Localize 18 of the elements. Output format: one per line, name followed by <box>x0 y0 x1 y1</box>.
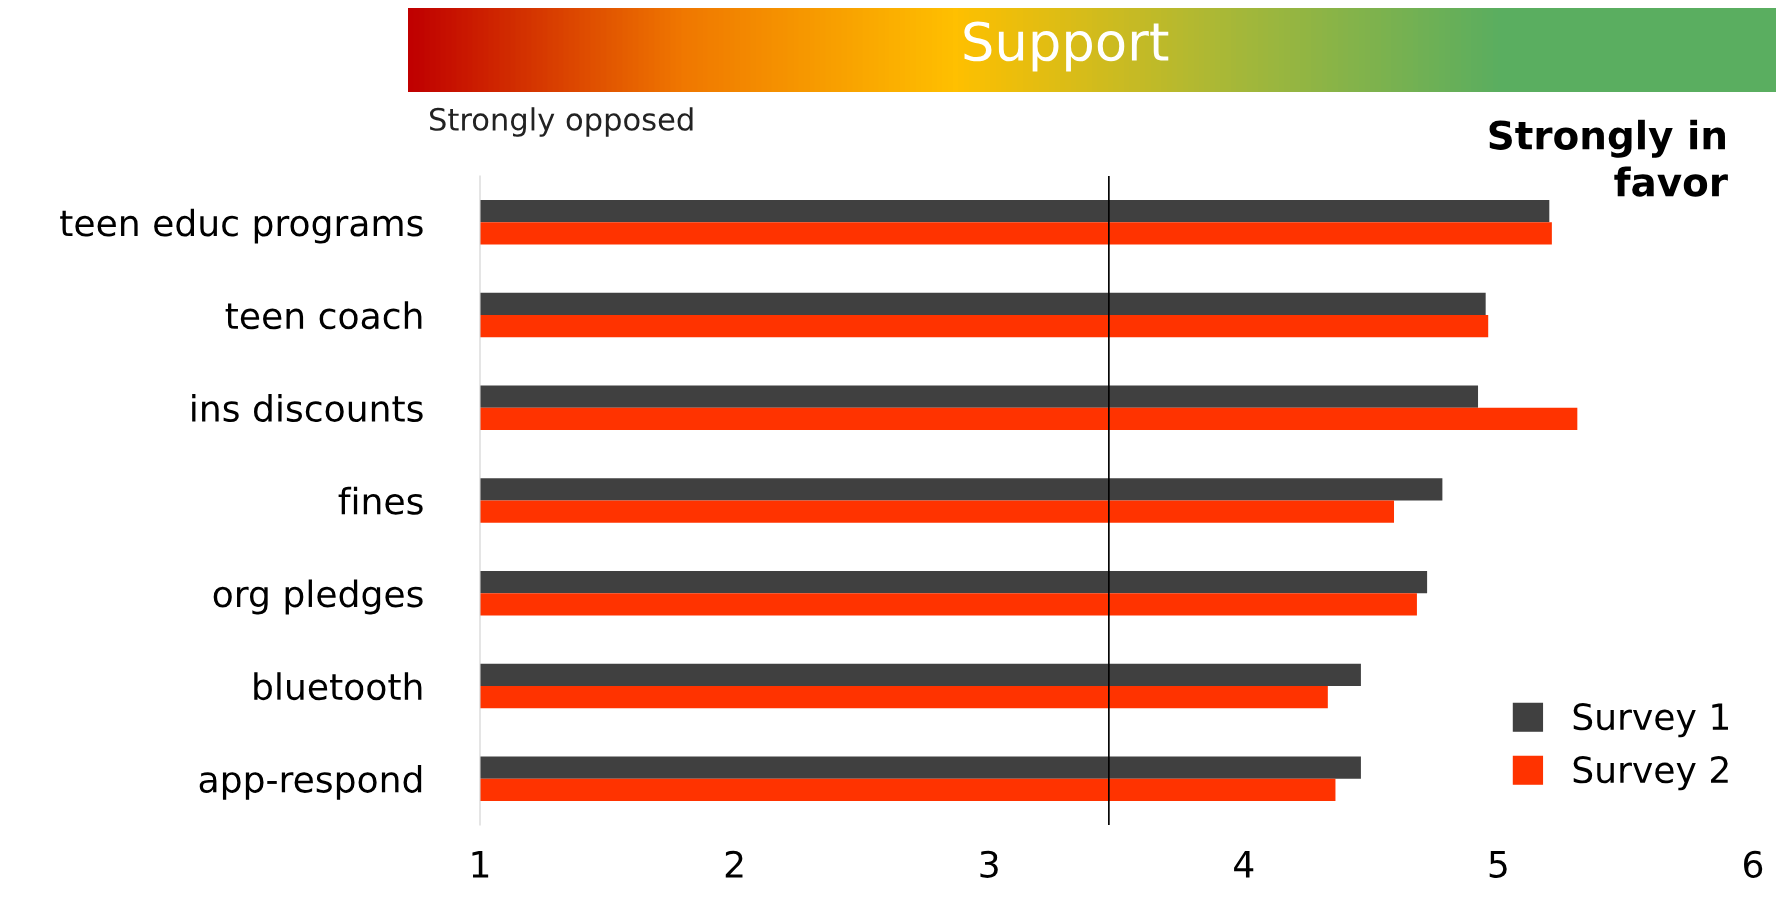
text: Strongly opposed <box>430 107 693 137</box>
y-tick-label: ins discounts <box>192 394 423 423</box>
y-tick-label: teen coach <box>225 301 422 330</box>
annotation: Strongly in favor <box>1489 119 1728 197</box>
x-tick-label: 2 <box>725 850 743 878</box>
x-tick-label: 6 <box>1744 850 1763 878</box>
y-tick-label: app-respond <box>199 764 422 800</box>
text: Support <box>964 21 1169 72</box>
x-tick-label: 1 <box>472 851 489 878</box>
y-tick-label: bluetooth <box>254 672 422 701</box>
y-tick-label: fines <box>338 486 423 515</box>
legend-label: Survey 1 <box>1573 703 1728 738</box>
y-tick-label: teen educ programs <box>60 208 423 244</box>
y-tick-label: org pledges <box>213 579 423 615</box>
x-tick-label: 4 <box>1234 851 1254 878</box>
legend-label: Survey 2 <box>1573 756 1728 791</box>
x-tick-label: 5 <box>1489 851 1507 878</box>
x-tick-label: 3 <box>980 850 998 878</box>
